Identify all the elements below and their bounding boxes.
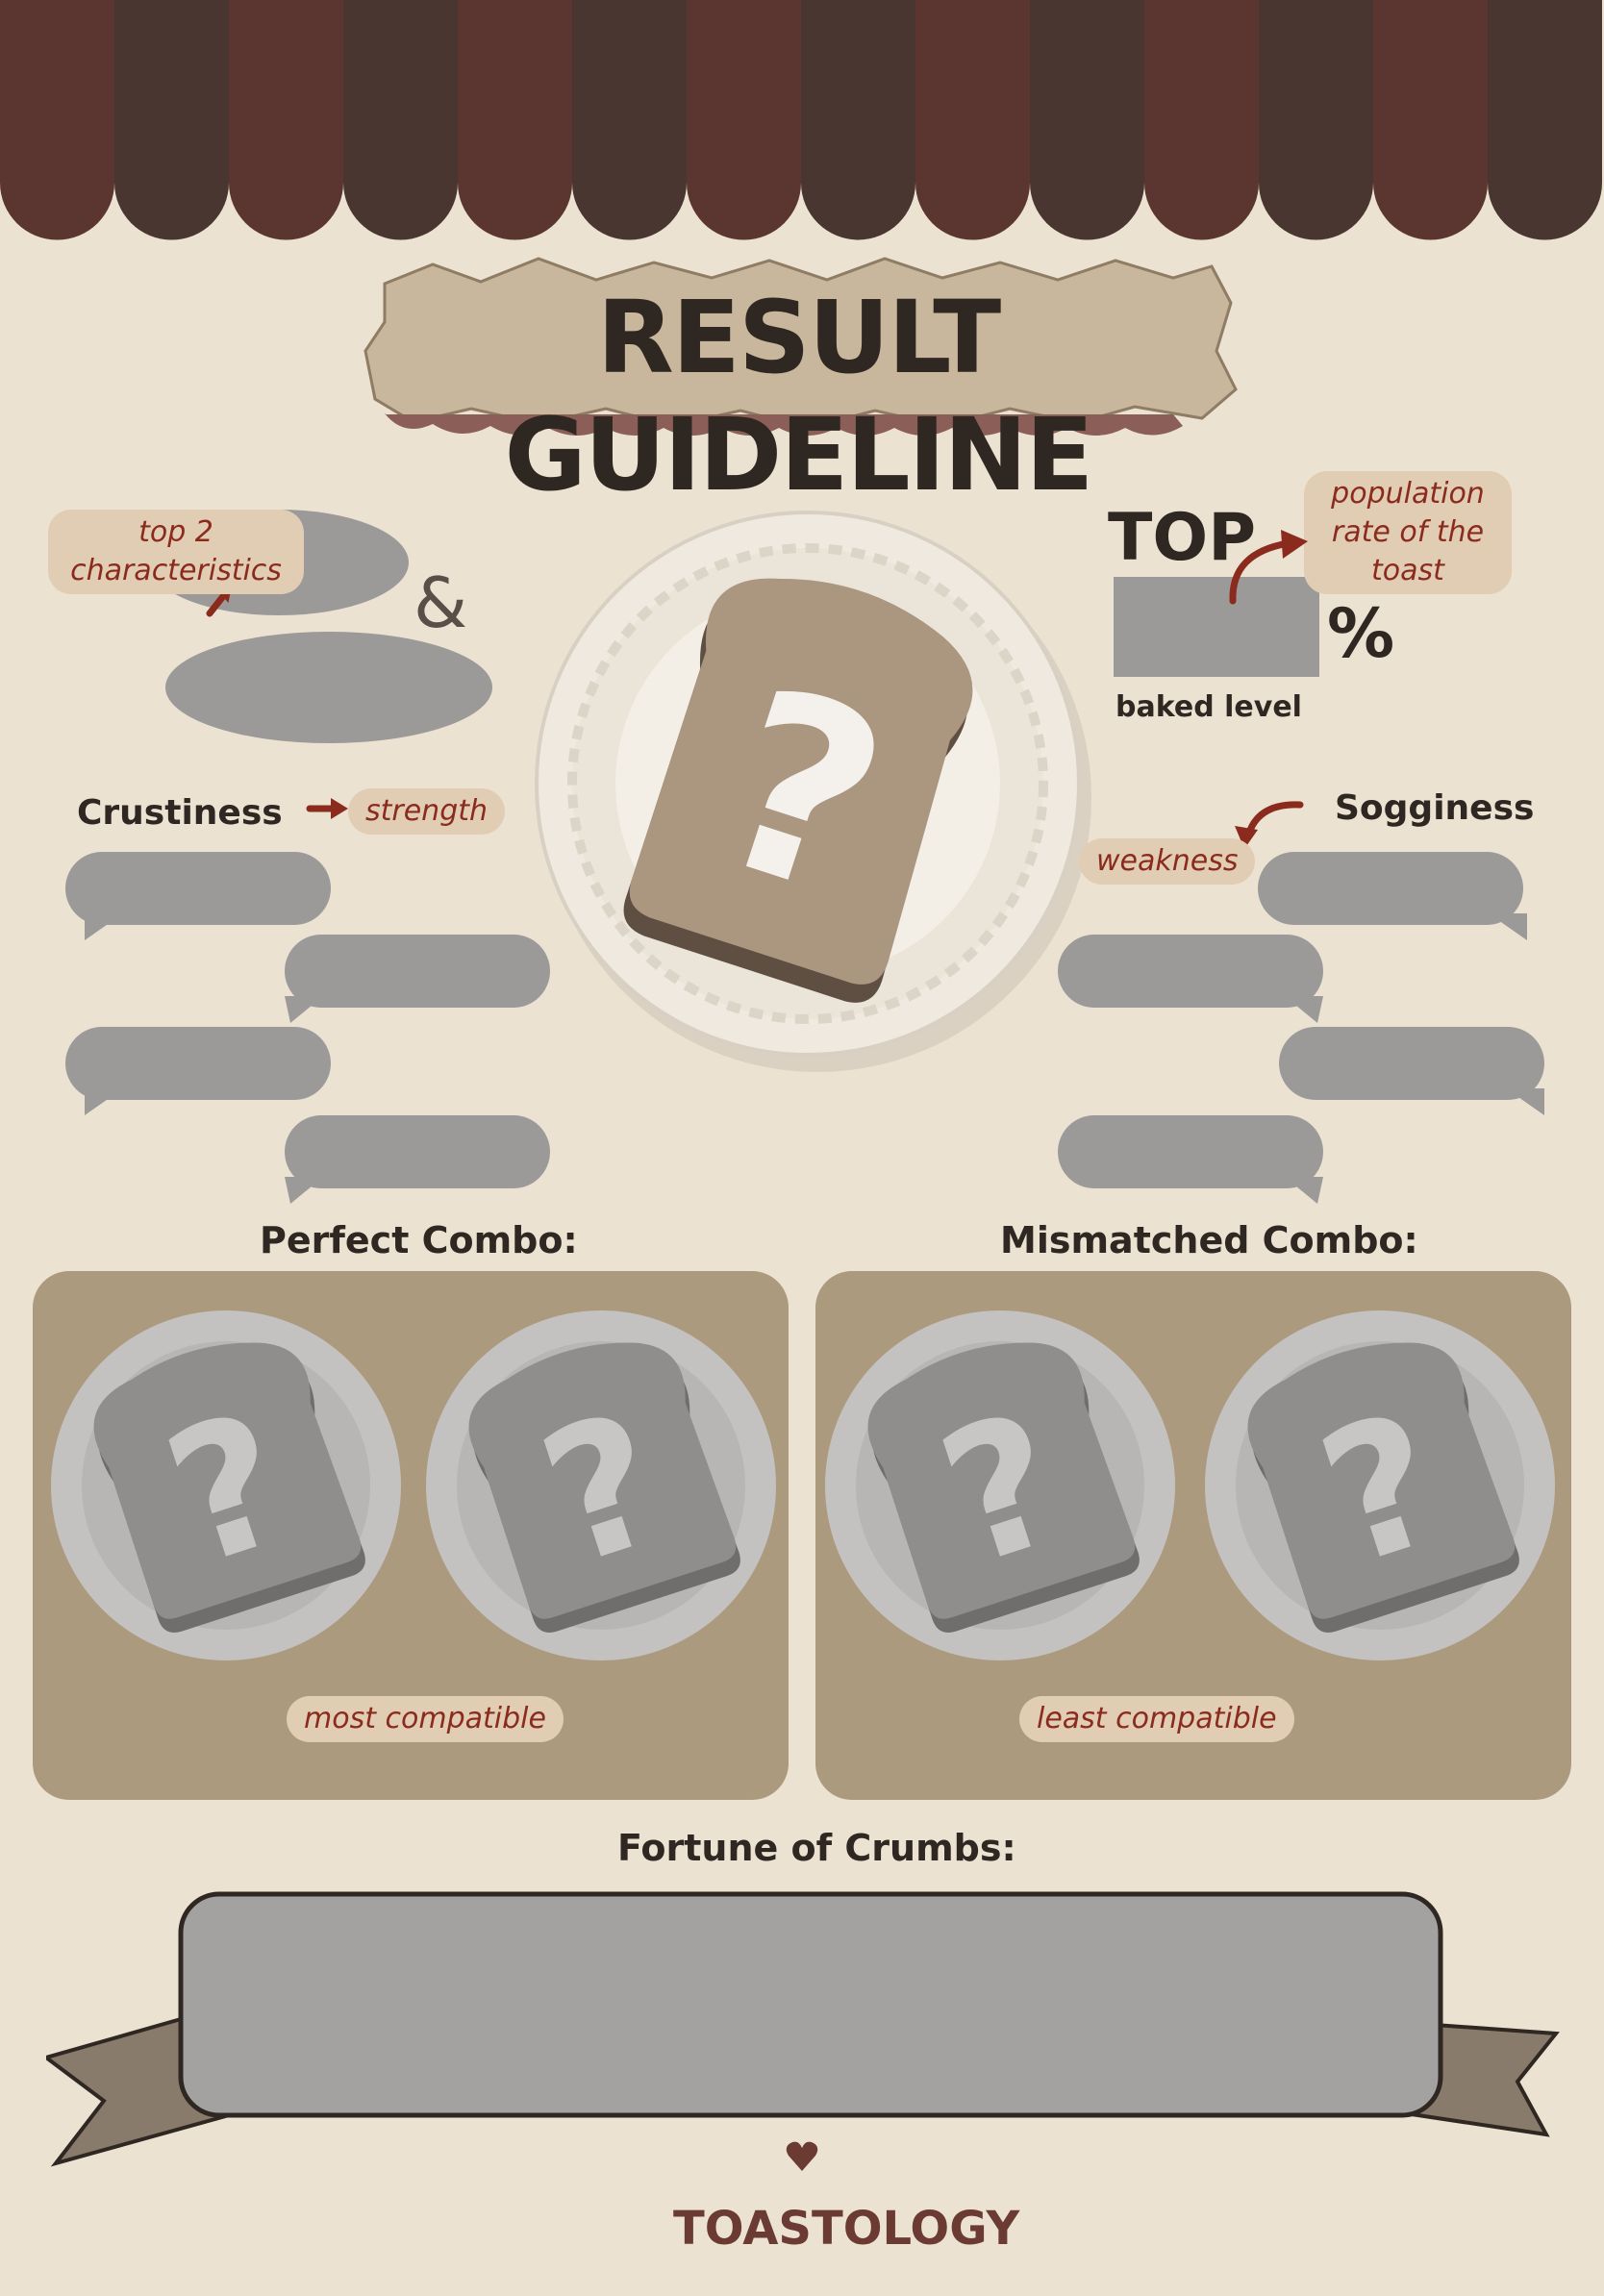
- population-rate-note: population rate of the toast: [1304, 471, 1512, 594]
- heart-icon: [786, 2141, 818, 2171]
- awning-stripe: [1144, 0, 1259, 240]
- page-title: RESULT GUIDELINE: [504, 279, 1094, 513]
- curved-arrow-icon: [1235, 801, 1304, 849]
- awning-stripe: [915, 0, 1030, 240]
- bubble-tail: [85, 1088, 123, 1115]
- sogginess-bubble-4: [1058, 1115, 1323, 1188]
- mismatched-combo-heading: Mismatched Combo:: [1000, 1219, 1418, 1261]
- bubble-tail: [1506, 1088, 1544, 1115]
- awning-stripe: [1030, 0, 1144, 240]
- crustiness-heading: Crustiness: [77, 793, 283, 833]
- bubble-tail: [285, 996, 323, 1023]
- percent-symbol: %: [1327, 594, 1395, 673]
- toastology-logo: TOASTOLOGY: [673, 2202, 1020, 2256]
- most-compatible-note: most compatible: [287, 1696, 564, 1742]
- sogginess-heading: Sogginess: [1335, 788, 1535, 828]
- sogginess-bubble-3: [1279, 1027, 1544, 1100]
- top-characteristics-note: top 2 characteristics: [48, 510, 304, 594]
- population-rate-box: [1114, 577, 1319, 677]
- strength-note: strength: [348, 788, 506, 835]
- crustiness-bubble-1: [65, 852, 331, 925]
- awning-stripe: [1259, 0, 1373, 240]
- awning-stripe: [229, 0, 343, 240]
- arrow-right-icon: [306, 798, 348, 819]
- awning-stripe: [114, 0, 229, 240]
- ampersand-symbol: &: [414, 562, 468, 643]
- bubble-tail: [285, 1177, 323, 1204]
- crustiness-bubble-4: [285, 1115, 550, 1188]
- perfect-combo-heading: Perfect Combo:: [260, 1219, 578, 1261]
- sogginess-bubble-2: [1058, 935, 1323, 1008]
- bubble-tail: [1285, 1177, 1323, 1204]
- awning-stripe: [801, 0, 915, 240]
- bubble-tail: [1489, 913, 1527, 940]
- top-label: TOP: [1108, 500, 1257, 576]
- curved-arrow-icon: [1229, 530, 1308, 605]
- fortune-heading: Fortune of Crumbs:: [617, 1827, 1016, 1869]
- baked-level-label: baked level: [1115, 690, 1302, 724]
- crustiness-bubble-2: [285, 935, 550, 1008]
- awning-stripe: [458, 0, 572, 240]
- combo-toasts: ?: [51, 1310, 1555, 1660]
- sogginess-bubble-1: [1258, 852, 1523, 925]
- toast-question-icon: ?: [623, 578, 973, 1003]
- fortune-ribbon: [46, 1891, 1560, 2167]
- awning-banner: [0, 0, 1602, 240]
- bubble-tail: [85, 913, 123, 940]
- awning-stripe: [687, 0, 801, 240]
- awning-stripe: [1373, 0, 1488, 240]
- weakness-note: weakness: [1079, 838, 1256, 885]
- awning-stripe: [1488, 0, 1602, 240]
- awning-stripe: [0, 0, 114, 240]
- title-plaque: [363, 257, 1238, 436]
- least-compatible-note: least compatible: [1019, 1696, 1294, 1742]
- bubble-tail: [1285, 996, 1323, 1023]
- awning-stripe: [572, 0, 687, 240]
- crustiness-bubble-3: [65, 1027, 331, 1100]
- awning-stripe: [343, 0, 458, 240]
